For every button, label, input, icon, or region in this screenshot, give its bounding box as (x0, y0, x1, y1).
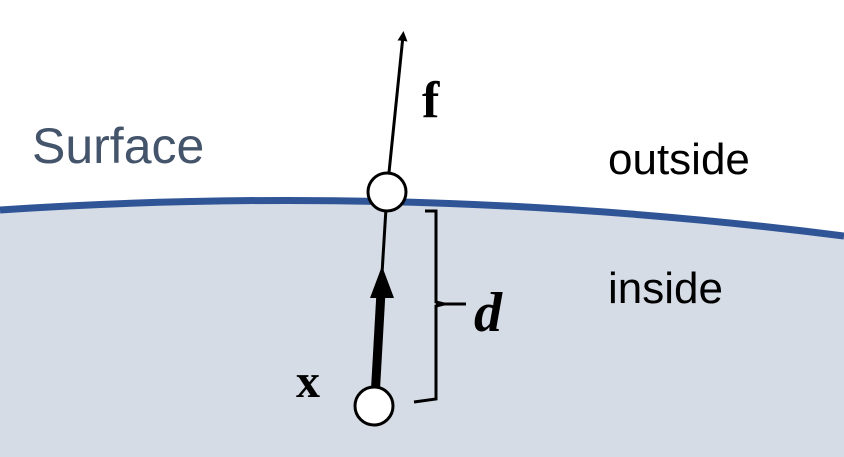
outside-label: outside (608, 135, 750, 184)
inside-region (0, 200, 844, 457)
surface-point-circle (366, 171, 408, 213)
surface-label: Surface (32, 118, 204, 174)
force-vector-f (385, 31, 408, 193)
direction-arrow-head (370, 266, 394, 298)
surface-boundary-line (0, 196, 844, 240)
inside-label: inside (608, 264, 723, 313)
force-label-f: f (422, 72, 440, 129)
position-label-x: x (296, 355, 320, 408)
direction-arrow-shaft (370, 291, 386, 399)
position-point-circle (353, 385, 395, 427)
distance-label-d: d (474, 282, 503, 344)
